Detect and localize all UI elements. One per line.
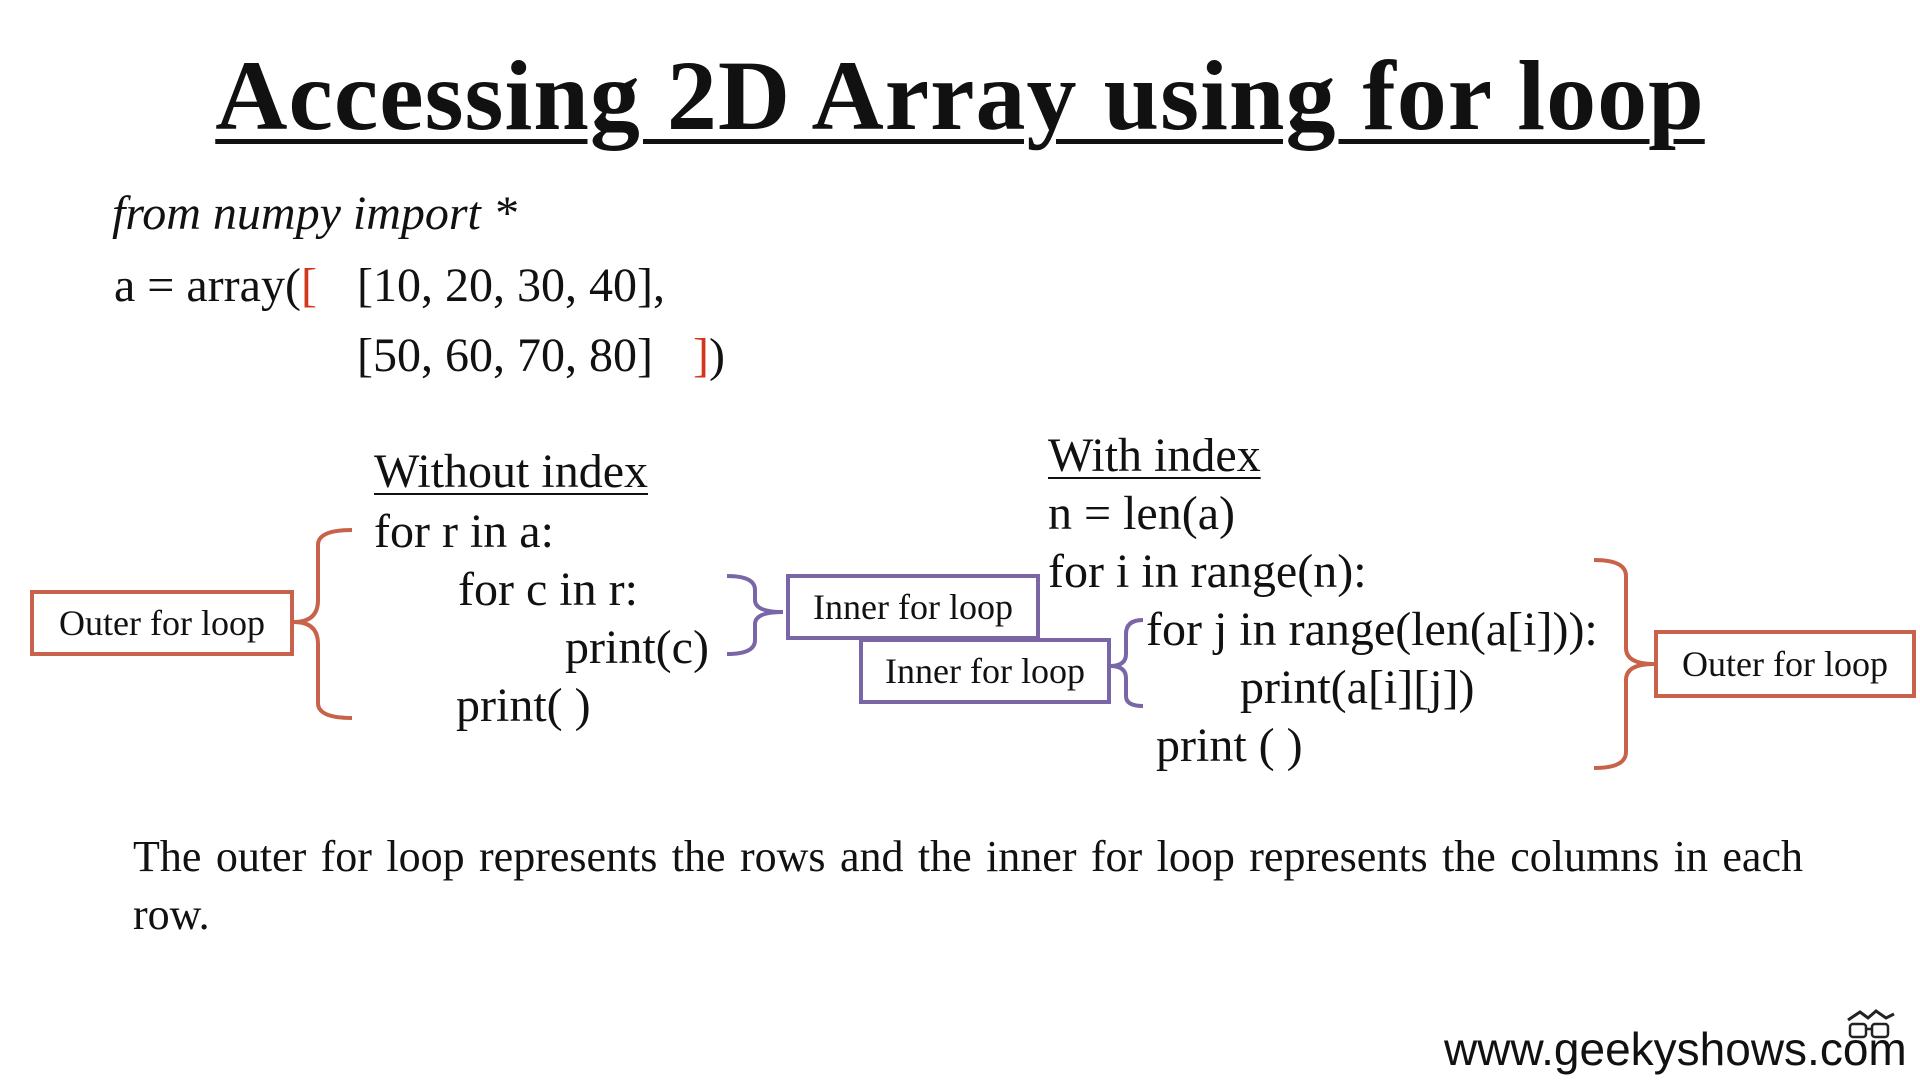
with-index-line-5: print ( ) bbox=[1156, 719, 1303, 772]
with-index-line-3: for j in range(len(a[i])): bbox=[1146, 603, 1598, 656]
import-line: from numpy import * bbox=[112, 187, 517, 240]
inner-left-brace bbox=[726, 574, 784, 656]
open-bracket: [ bbox=[300, 259, 317, 312]
slide-title: Accessing 2D Array using for loop bbox=[215, 40, 1705, 151]
inner-loop-label-left: Inner for loop bbox=[786, 574, 1040, 640]
inner-loop-label-right: Inner for loop bbox=[859, 638, 1111, 704]
explanation-note: The outer for loop represents the rows a… bbox=[133, 832, 1803, 939]
outer-loop-label-right: Outer for loop bbox=[1654, 630, 1916, 698]
with-index-line-2: for i in range(n): bbox=[1048, 545, 1367, 598]
close-bracket: ] bbox=[692, 329, 709, 382]
array-row-1: [10, 20, 30, 40], bbox=[357, 259, 665, 312]
with-index-line-4: print(a[i][j]) bbox=[1240, 661, 1475, 714]
array-line-1: a = array([ bbox=[114, 262, 317, 310]
array-line-2: [50, 60, 70, 80]]) bbox=[357, 332, 725, 380]
watermark-url: www.geekyshows.com bbox=[1444, 1023, 1907, 1075]
with-index-heading: With index bbox=[1048, 429, 1261, 482]
outer-loop-label-left: Outer for loop bbox=[30, 590, 294, 656]
geekyshows-glasses-icon bbox=[1840, 1008, 1900, 1044]
close-paren: ) bbox=[708, 329, 725, 382]
outer-left-brace bbox=[293, 528, 353, 720]
with-index-line-1: n = len(a) bbox=[1048, 487, 1235, 540]
outer-right-brace bbox=[1593, 558, 1655, 770]
array-assign: a = array( bbox=[114, 259, 301, 312]
without-index-line-3: print(c) bbox=[565, 621, 709, 674]
array-row-2: [50, 60, 70, 80] bbox=[357, 329, 653, 382]
without-index-line-1: for r in a: bbox=[374, 505, 554, 558]
without-index-heading: Without index bbox=[374, 445, 649, 498]
inner-right-brace bbox=[1109, 618, 1144, 708]
without-index-line-2: for c in r: bbox=[458, 563, 638, 616]
without-index-line-4: print( ) bbox=[456, 679, 591, 732]
